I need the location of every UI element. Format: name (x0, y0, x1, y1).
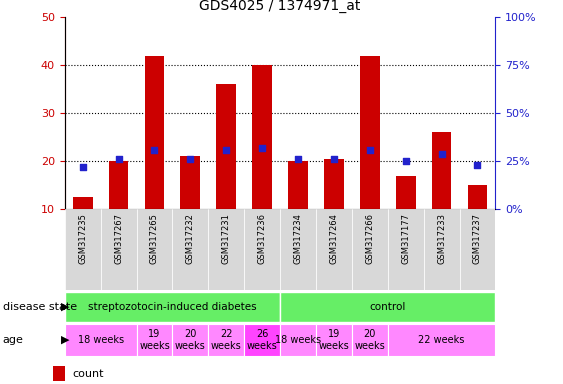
Point (150, 147, 159, 153)
Bar (244, 324, 280, 356)
Text: 19
weeks: 19 weeks (139, 329, 170, 351)
Text: GSM317233: GSM317233 (437, 214, 446, 264)
Text: GSM317234: GSM317234 (293, 214, 302, 264)
Point (473, 162, 482, 168)
Text: 22
weeks: 22 weeks (211, 329, 242, 351)
Bar (65, 292, 280, 322)
Text: 18 weeks: 18 weeks (275, 335, 321, 345)
Bar (360, 56, 379, 209)
Bar (252, 65, 272, 209)
Bar (208, 324, 244, 356)
Bar (208, 209, 244, 290)
Text: 20
weeks: 20 weeks (175, 329, 205, 351)
Point (437, 151, 446, 157)
Point (365, 147, 374, 153)
Text: GSM317264: GSM317264 (329, 214, 338, 264)
Bar (352, 209, 388, 290)
Bar (388, 324, 495, 356)
Text: 19
weeks: 19 weeks (319, 329, 349, 351)
Text: GSM317235: GSM317235 (78, 214, 87, 264)
Bar (468, 185, 488, 209)
Bar (172, 209, 208, 290)
Text: 22 weeks: 22 weeks (418, 335, 465, 345)
Point (78, 164, 87, 170)
Bar (109, 161, 128, 209)
Text: 20
weeks: 20 weeks (355, 329, 385, 351)
Text: streptozotocin-induced diabetes: streptozotocin-induced diabetes (88, 302, 257, 312)
Bar (53, 366, 65, 381)
Bar (181, 157, 200, 209)
Bar (280, 292, 495, 322)
Bar (101, 209, 137, 290)
Text: control: control (369, 302, 406, 312)
Bar (73, 197, 92, 209)
Text: age: age (3, 335, 24, 345)
Title: GDS4025 / 1374971_at: GDS4025 / 1374971_at (199, 0, 361, 13)
Bar (137, 209, 172, 290)
Point (258, 145, 267, 151)
Text: GSM317236: GSM317236 (258, 214, 267, 264)
Text: GSM317232: GSM317232 (186, 214, 195, 264)
Bar (288, 161, 308, 209)
Bar (316, 209, 352, 290)
Point (114, 156, 123, 162)
Bar (324, 159, 344, 209)
Bar (65, 324, 137, 356)
Text: GSM317267: GSM317267 (114, 214, 123, 264)
Text: GSM317266: GSM317266 (365, 214, 374, 264)
Bar (172, 324, 208, 356)
Bar (280, 324, 316, 356)
Text: disease state: disease state (3, 302, 77, 312)
Bar (432, 132, 452, 209)
Bar (424, 209, 459, 290)
Bar (396, 176, 415, 209)
Point (401, 158, 410, 164)
Text: ▶: ▶ (61, 302, 69, 312)
Text: count: count (72, 369, 104, 379)
Text: GSM317265: GSM317265 (150, 214, 159, 264)
Text: GSM317177: GSM317177 (401, 214, 410, 264)
Point (293, 156, 302, 162)
Bar (244, 209, 280, 290)
Bar (388, 209, 424, 290)
Bar (316, 324, 352, 356)
Text: ▶: ▶ (61, 335, 69, 345)
Point (186, 156, 195, 162)
Point (329, 156, 338, 162)
Bar (352, 324, 388, 356)
Bar (65, 209, 101, 290)
Bar (145, 56, 164, 209)
Point (222, 147, 231, 153)
Text: 18 weeks: 18 weeks (78, 335, 124, 345)
Text: GSM317237: GSM317237 (473, 214, 482, 264)
Bar (216, 84, 236, 209)
Bar (137, 324, 172, 356)
Bar (459, 209, 495, 290)
Text: GSM317231: GSM317231 (222, 214, 231, 264)
Text: 26
weeks: 26 weeks (247, 329, 278, 351)
Bar (280, 209, 316, 290)
